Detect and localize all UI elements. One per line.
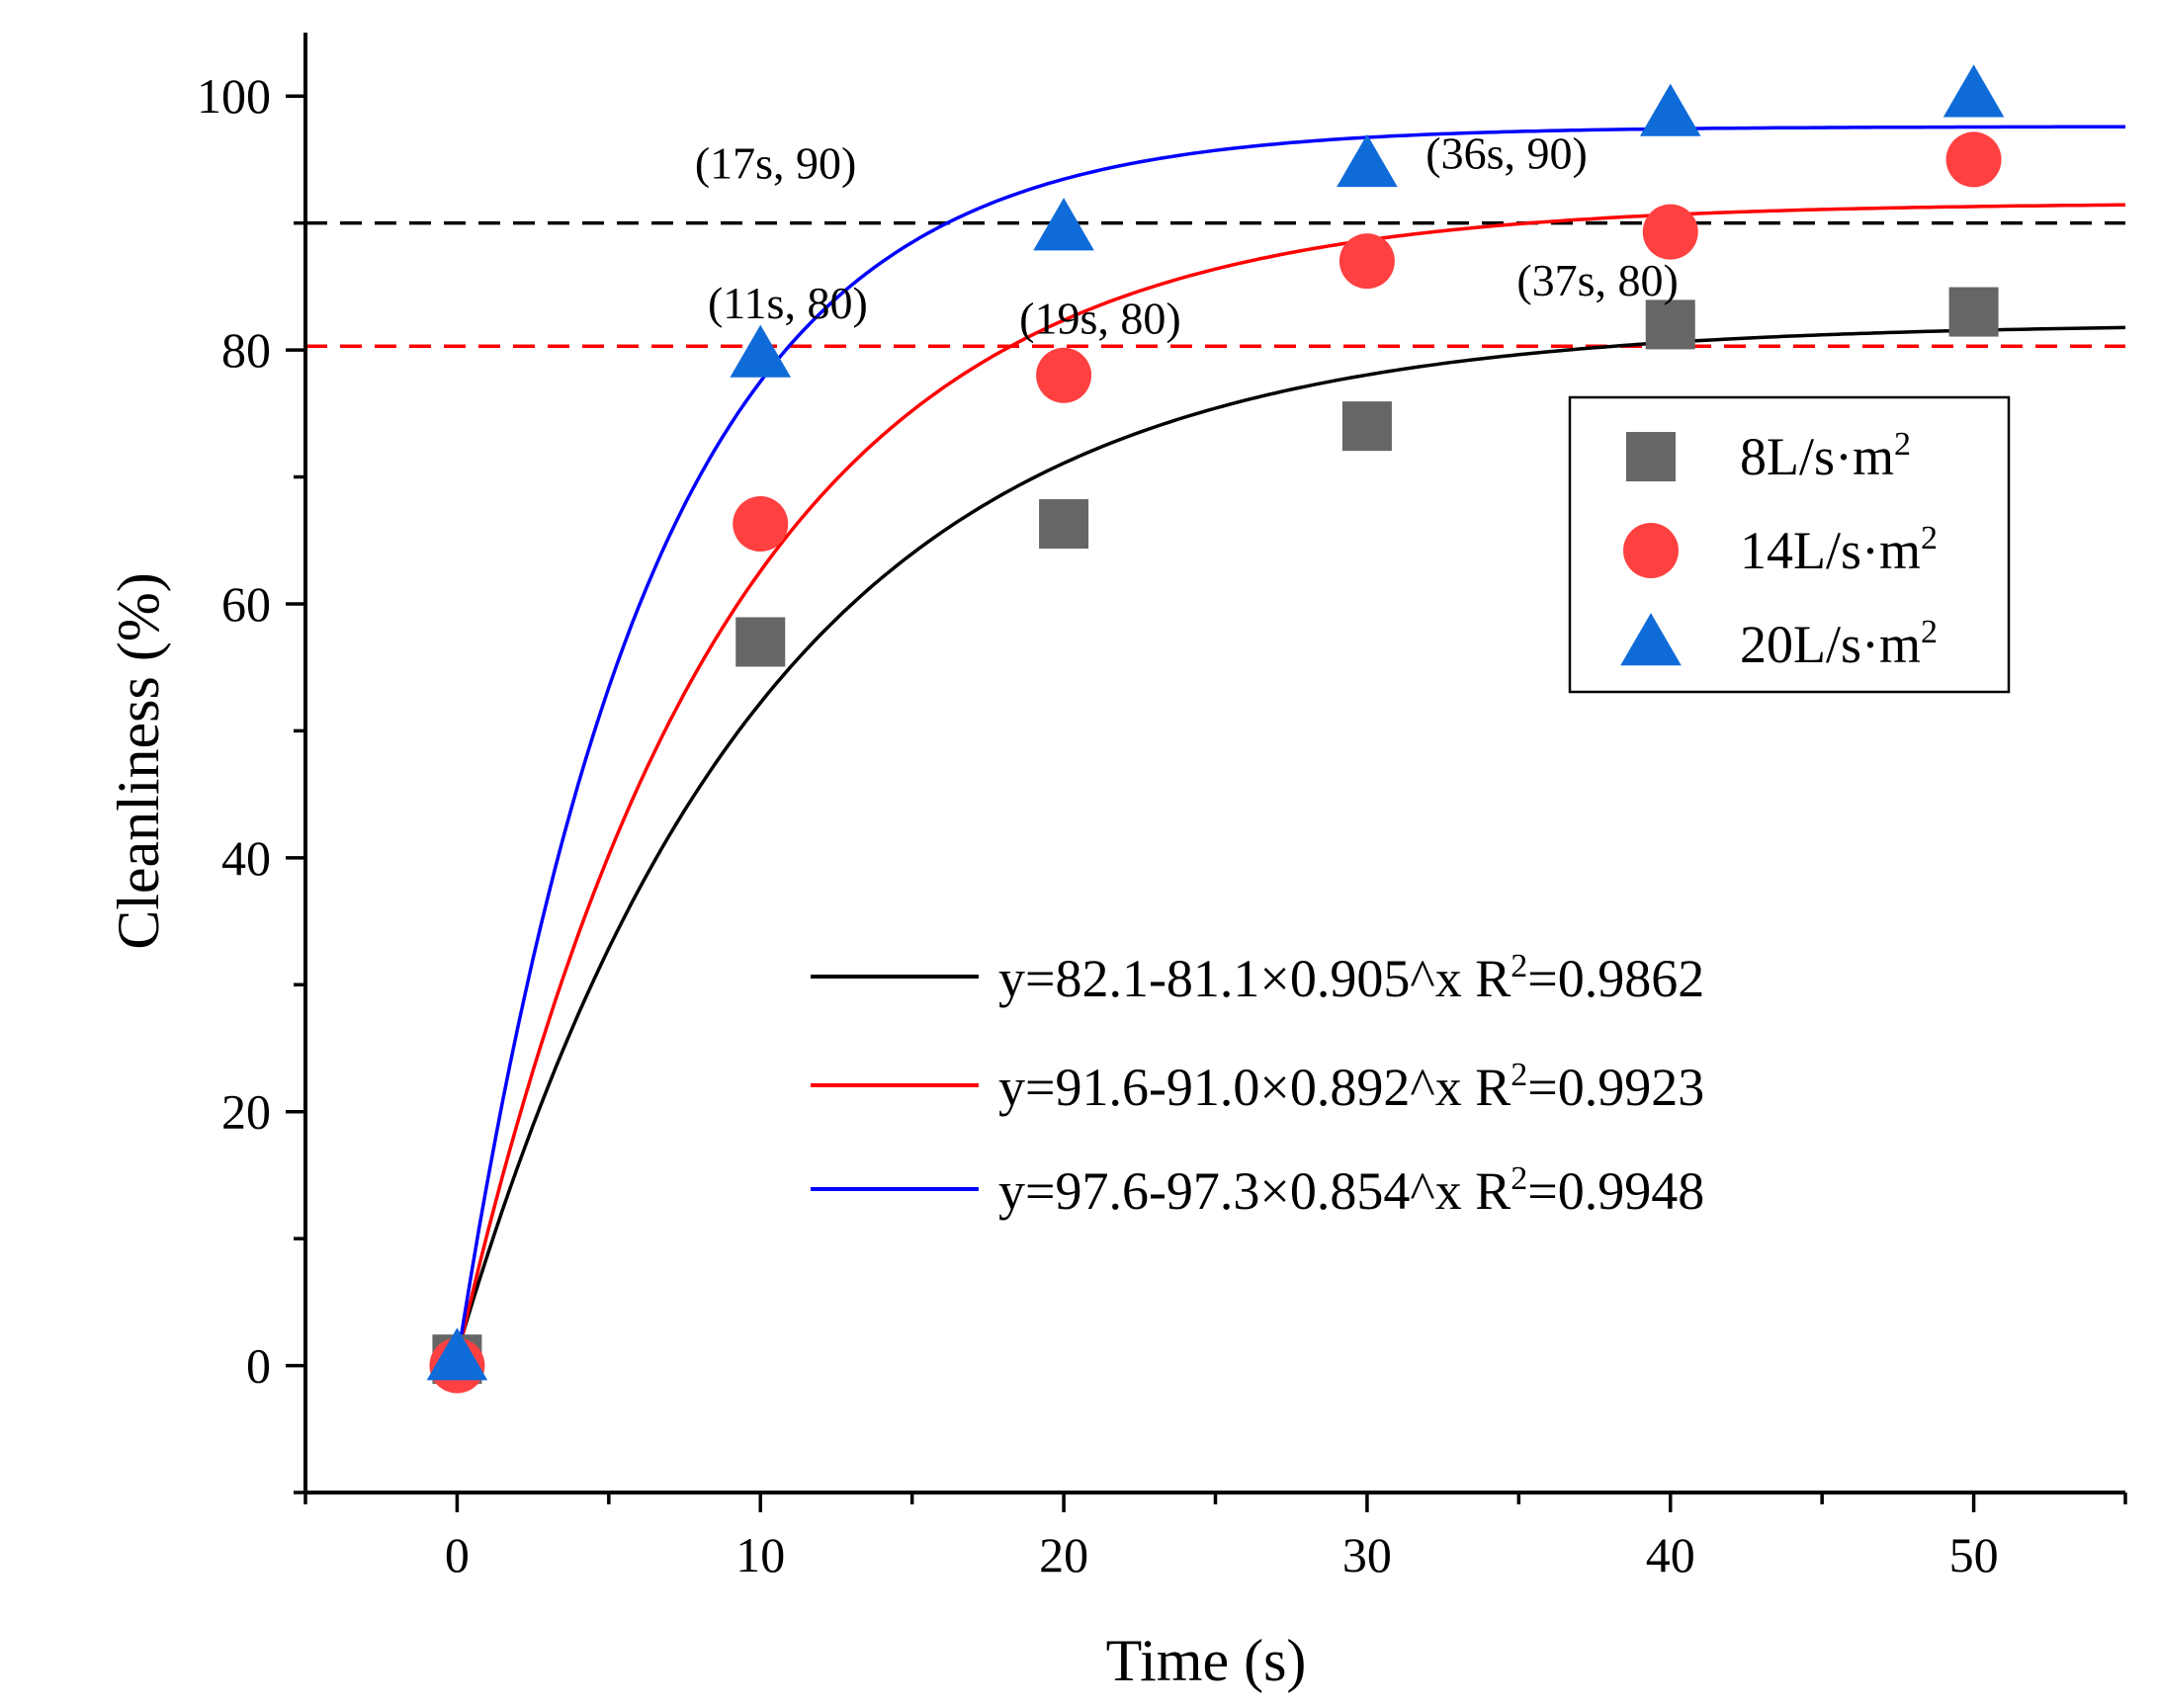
annotations: (17s, 90) (36s, 90) (11s, 80) (19s, 80) (37s… [695,128,1679,343]
fit-curve-0 [455,325,2126,1354]
annotation-label: (11s, 80) [708,278,868,328]
fit-legend-label: y=91.6-91.0×0.892^x R2=0.9923 [998,1057,1704,1117]
annotation-label: (37s, 80) [1516,255,1679,305]
text-run: =0.9862 [1527,949,1704,1008]
legend-label: 20L/s·m2 [1740,614,1938,674]
y-tick-label: 0 [246,1338,271,1394]
data-point-square-3 [1341,401,1392,452]
data-point-triangle-3 [1337,133,1398,188]
legend-marker-square [1626,432,1676,481]
superscript: 2 [1511,1160,1527,1197]
text-run: 20L/s·m [1740,615,1921,674]
data-point-circle-4 [1642,204,1698,260]
annotation-label: (19s, 80) [1019,293,1181,343]
text-run: y=97.6-97.3×0.854^x R [998,1161,1511,1221]
x-tick-label: 50 [1949,1527,1999,1582]
data-points [426,64,2005,1394]
data-point-square-1 [735,617,786,667]
superscript: 2 [1921,520,1938,556]
data-point-triangle-0 [426,1327,488,1381]
text-run: =0.9948 [1527,1161,1704,1221]
superscript: 2 [1921,614,1938,650]
text-run: y=82.1-81.1×0.905^x R [998,949,1511,1008]
fit-curve-2 [455,125,2125,1362]
data-point-circle-2 [1036,347,1092,403]
x-tick-label: 30 [1342,1527,1392,1582]
data-point-square-2 [1039,499,1089,550]
x-tick-label: 0 [445,1527,470,1582]
text-run: =0.9923 [1527,1058,1704,1117]
fit-curve-1 [455,203,2125,1359]
y-tick-label: 40 [221,830,271,886]
legend-label: 14L/s·m2 [1740,520,1938,580]
text-run: 14L/s·m [1740,521,1921,580]
y-tick-label: 100 [197,68,271,124]
data-point-square-4 [1645,299,1695,350]
text-run: y=91.6-91.0×0.892^x R [998,1058,1511,1117]
annotation-label: (17s, 90) [695,138,857,189]
y-tick-label: 80 [221,322,271,378]
x-axis-title: Time (s) [1106,1628,1307,1693]
data-point-circle-3 [1338,233,1395,290]
legend-marker-circle [1623,523,1679,578]
axes: 0 10 20 30 40 50 0 20 40 60 80 100 [197,33,2127,1582]
data-point-triangle-2 [1033,198,1094,251]
legend-marker-triangle [1620,613,1682,666]
x-tick-label: 40 [1646,1527,1695,1582]
fit-legend-label: y=97.6-97.3×0.854^x R2=0.9948 [998,1160,1704,1221]
superscript: 2 [1894,426,1911,463]
annotation-label: (36s, 90) [1425,128,1588,178]
fit-curves [455,125,2126,1362]
data-point-square-5 [1948,287,1999,337]
data-point-circle-1 [733,496,789,553]
fit-legend: y=82.1-81.1×0.905^x R2=0.9862y=91.6-91.0… [811,948,1704,1221]
fit-legend-label: y=82.1-81.1×0.905^x R2=0.9862 [998,948,1704,1008]
x-tick-label: 10 [735,1527,785,1582]
y-tick-label: 20 [221,1084,271,1140]
reference-lines [305,220,2125,348]
data-point-circle-5 [1945,131,2002,188]
y-axis-title: Cleanliness (%) [106,572,171,950]
text-run: 8L/s·m [1740,427,1894,486]
superscript: 2 [1511,1057,1527,1093]
data-point-triangle-5 [1942,64,2005,118]
data-point-triangle-4 [1639,83,1701,136]
superscript: 2 [1511,948,1527,984]
legend-label: 8L/s·m2 [1740,426,1911,486]
y-tick-label: 60 [221,576,271,632]
x-tick-label: 20 [1039,1527,1088,1582]
data-point-triangle-1 [730,324,792,378]
